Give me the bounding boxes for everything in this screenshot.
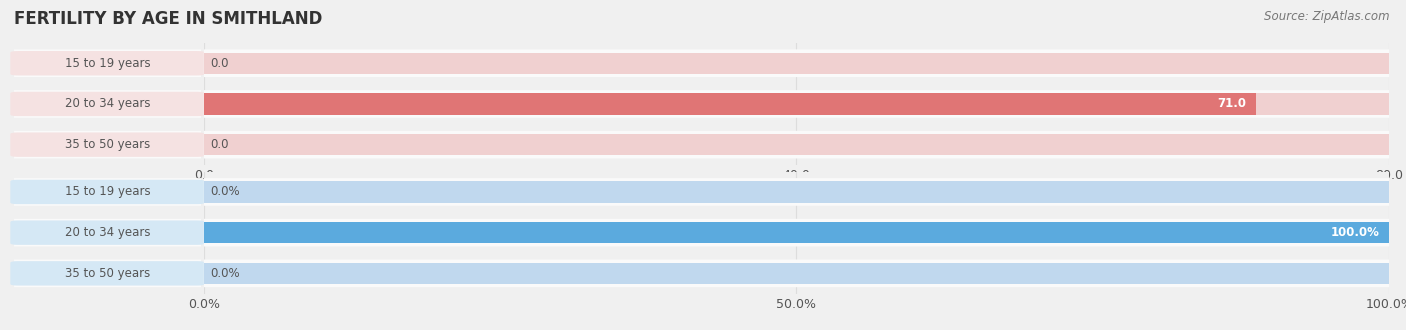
Bar [204,93,1389,115]
FancyBboxPatch shape [14,50,201,77]
Text: 71.0: 71.0 [1218,97,1246,111]
FancyBboxPatch shape [204,90,1389,118]
FancyBboxPatch shape [10,92,205,116]
Text: FERTILITY BY AGE IN SMITHLAND: FERTILITY BY AGE IN SMITHLAND [14,10,322,28]
Text: Source: ZipAtlas.com: Source: ZipAtlas.com [1264,10,1389,23]
Text: 0.0%: 0.0% [209,267,239,280]
FancyBboxPatch shape [14,259,201,287]
Bar [204,93,1256,115]
Bar [204,263,1389,284]
FancyBboxPatch shape [204,50,1389,77]
Bar [204,222,1389,243]
FancyBboxPatch shape [204,219,1389,247]
Text: 20 to 34 years: 20 to 34 years [65,97,150,111]
Bar [204,53,1389,74]
FancyBboxPatch shape [14,178,201,206]
FancyBboxPatch shape [10,180,205,204]
Text: 15 to 19 years: 15 to 19 years [65,185,150,198]
Text: 20 to 34 years: 20 to 34 years [65,226,150,239]
FancyBboxPatch shape [14,90,201,118]
FancyBboxPatch shape [14,219,201,247]
FancyBboxPatch shape [10,261,205,285]
Bar [204,182,1389,203]
Text: 0.0: 0.0 [209,57,228,70]
Text: 0.0%: 0.0% [209,185,239,198]
Bar [204,222,1389,243]
Bar [204,134,1389,155]
Text: 35 to 50 years: 35 to 50 years [65,138,150,151]
Text: 100.0%: 100.0% [1330,226,1379,239]
Text: 35 to 50 years: 35 to 50 years [65,267,150,280]
FancyBboxPatch shape [10,51,205,76]
FancyBboxPatch shape [204,178,1389,206]
FancyBboxPatch shape [204,131,1389,158]
FancyBboxPatch shape [10,220,205,245]
Text: 15 to 19 years: 15 to 19 years [65,57,150,70]
Text: 0.0: 0.0 [209,138,228,151]
FancyBboxPatch shape [14,131,201,158]
FancyBboxPatch shape [204,259,1389,287]
FancyBboxPatch shape [10,132,205,157]
